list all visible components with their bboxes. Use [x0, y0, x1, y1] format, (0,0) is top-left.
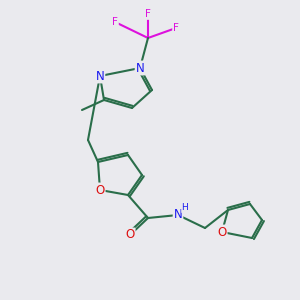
Text: F: F — [145, 9, 151, 19]
Text: N: N — [174, 208, 182, 221]
Text: N: N — [96, 70, 104, 83]
Text: F: F — [112, 17, 118, 27]
Text: O: O — [218, 226, 226, 238]
Text: H: H — [182, 203, 188, 212]
Text: O: O — [125, 229, 135, 242]
Text: N: N — [136, 61, 144, 74]
Text: O: O — [95, 184, 105, 196]
Text: F: F — [173, 23, 179, 33]
